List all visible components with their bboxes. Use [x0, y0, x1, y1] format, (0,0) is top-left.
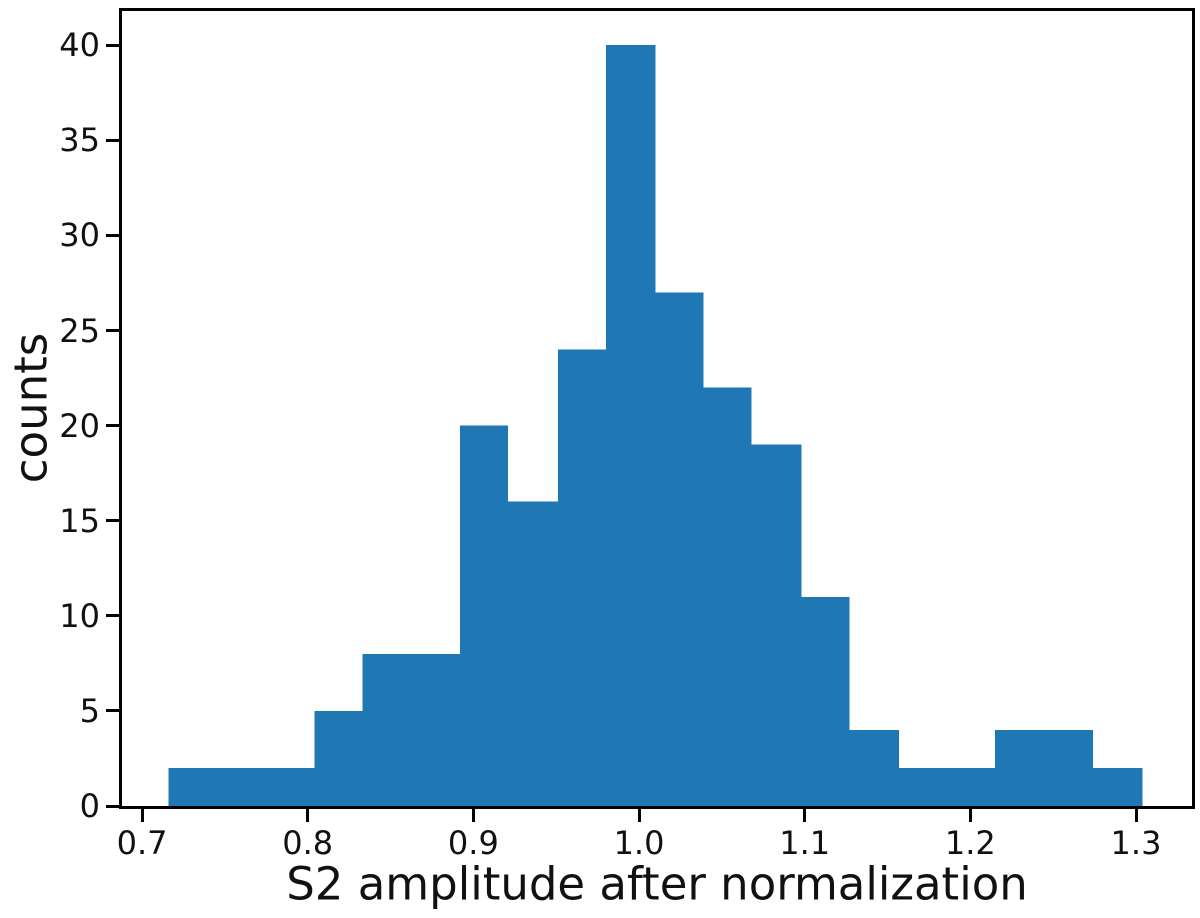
y-tick-mark: [106, 43, 119, 47]
histogram-bar: [216, 768, 267, 806]
x-tick-label: 0.8: [282, 824, 334, 862]
y-tick-mark: [106, 804, 119, 808]
y-tick-label: 25: [59, 311, 100, 350]
histogram-bar: [460, 425, 509, 806]
histogram-bar: [412, 653, 461, 806]
y-tick-mark: [106, 424, 119, 428]
x-tick-mark: [968, 809, 972, 822]
histogram-bar: [362, 653, 413, 806]
x-tick-mark: [1134, 809, 1138, 822]
histogram-bar: [557, 349, 606, 806]
x-tick-mark: [637, 809, 641, 822]
y-tick-label: 40: [59, 26, 100, 65]
x-tick-label: 1.1: [779, 824, 831, 862]
histogram-bar: [1044, 729, 1093, 806]
y-tick-mark: [106, 519, 119, 523]
histogram-bar: [314, 710, 363, 806]
x-tick-mark: [471, 809, 475, 822]
histogram-bars-svg: [168, 45, 1143, 806]
y-tick-label: 5: [79, 691, 100, 730]
y-tick-label: 20: [59, 406, 100, 445]
y-tick-label: 35: [59, 121, 100, 160]
x-axis-label: S2 amplitude after normalization: [286, 857, 1028, 911]
x-tick-label: 1.0: [613, 824, 665, 862]
x-tick-label: 1.3: [1110, 824, 1162, 862]
histogram-bar: [168, 768, 217, 806]
histogram-bar: [849, 729, 900, 806]
y-tick-label: 15: [59, 501, 100, 540]
histogram-bar: [751, 444, 802, 806]
histogram-bar: [266, 768, 315, 806]
y-tick-mark: [106, 614, 119, 618]
y-tick-mark: [106, 138, 119, 142]
histogram-bar: [801, 596, 850, 806]
histogram-bar: [703, 387, 752, 806]
x-tick-label: 0.7: [116, 824, 168, 862]
x-tick-label: 0.9: [447, 824, 499, 862]
plot-area: [119, 8, 1195, 809]
histogram-bar: [508, 501, 558, 806]
y-tick-mark: [106, 233, 119, 237]
x-tick-label: 1.2: [944, 824, 996, 862]
y-tick-mark: [106, 329, 119, 333]
x-tick-mark: [140, 809, 144, 822]
y-tick-label: 10: [59, 596, 100, 635]
histogram-bar: [899, 768, 948, 806]
x-tick-mark: [803, 809, 807, 822]
histogram-bar: [655, 292, 704, 806]
y-tick-label: 0: [79, 787, 100, 825]
histogram-bar: [605, 45, 656, 806]
y-tick-label: 30: [59, 216, 100, 255]
y-tick-mark: [106, 709, 119, 713]
x-tick-mark: [306, 809, 310, 822]
histogram-bar: [995, 729, 1045, 806]
histogram-bar: [947, 768, 996, 806]
histogram-bar: [1092, 768, 1143, 806]
